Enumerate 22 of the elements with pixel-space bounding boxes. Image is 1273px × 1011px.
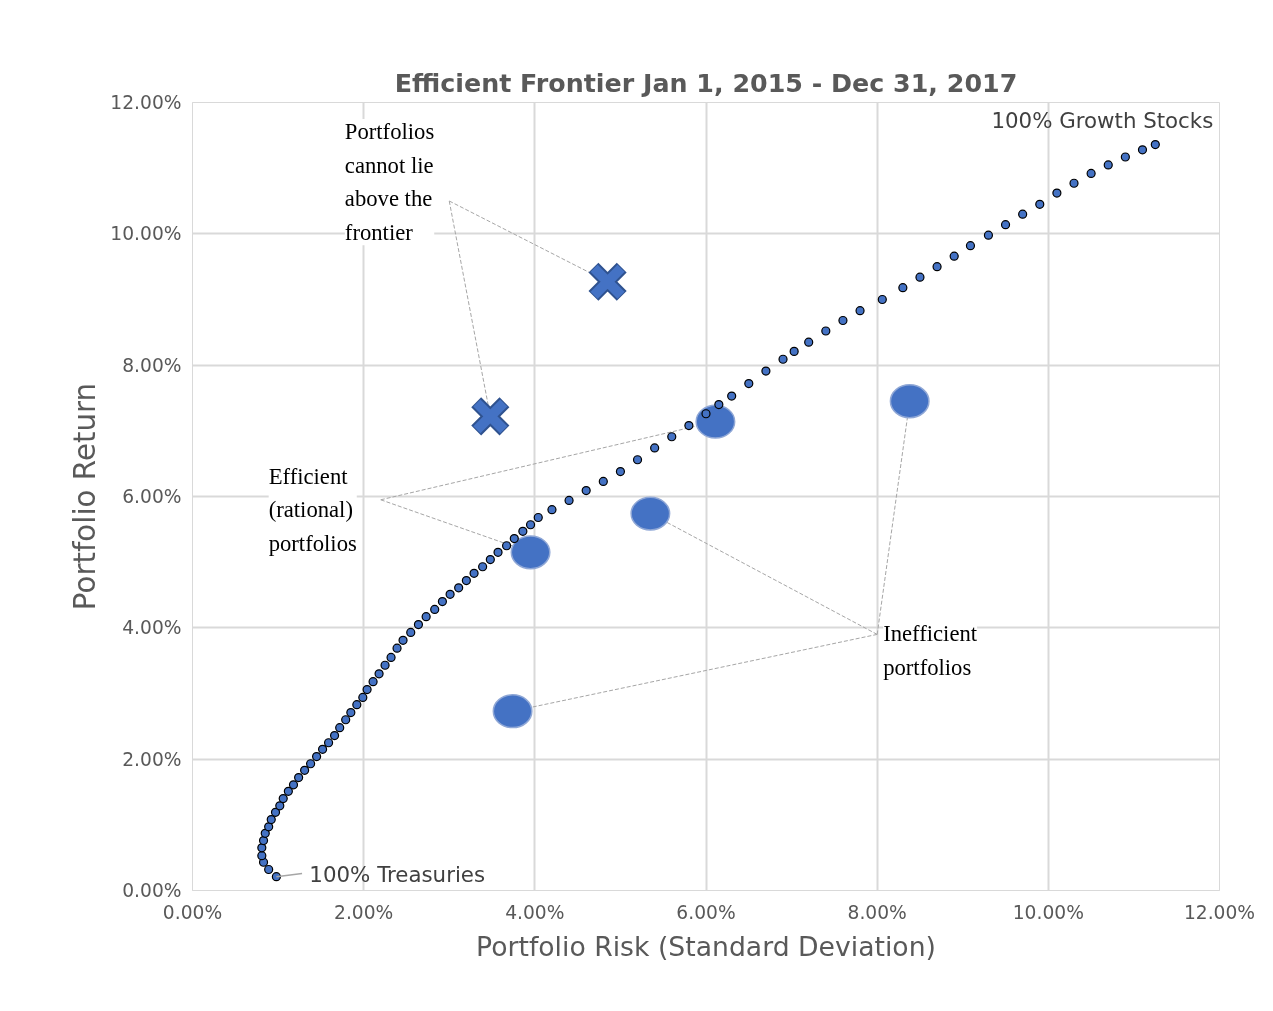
x-tick-label: 6.00% bbox=[676, 901, 736, 923]
annotation: 100% Treasuries bbox=[309, 862, 486, 888]
y-tick-label: 2.00% bbox=[122, 748, 182, 770]
x-tick-label: 10.00% bbox=[1012, 901, 1084, 923]
annotation: 100% Growth Stocks bbox=[991, 107, 1214, 133]
annotation: Efficient (rational) portfolios bbox=[268, 463, 357, 557]
y-tick-label: 8.00% bbox=[122, 354, 182, 376]
y-tick-label: 4.00% bbox=[122, 617, 182, 639]
x-tick-label: 8.00% bbox=[847, 901, 907, 923]
chart-title: Efficient Frontier Jan 1, 2015 - Dec 31, 2017 bbox=[394, 67, 1018, 98]
x-tick-label: 4.00% bbox=[505, 901, 565, 923]
y-tick-label: 10.00% bbox=[110, 223, 182, 245]
y-axis-title: Portfolio Return bbox=[68, 382, 103, 611]
x-tick-label: 12.00% bbox=[1183, 901, 1256, 923]
x-axis-title: Portfolio Risk (Standard Deviation) bbox=[476, 930, 936, 962]
x-tick-label: 0.00% bbox=[162, 901, 223, 923]
y-tick-label: 0.00% bbox=[122, 880, 182, 901]
x-tick-label: 2.00% bbox=[334, 901, 394, 923]
y-tick-label: 12.00% bbox=[110, 92, 182, 113]
annotation: Inefficient portfolios bbox=[883, 621, 978, 681]
y-tick-label: 6.00% bbox=[122, 486, 182, 507]
annotation: Portfolios cannot lie above the frontier bbox=[344, 118, 435, 246]
